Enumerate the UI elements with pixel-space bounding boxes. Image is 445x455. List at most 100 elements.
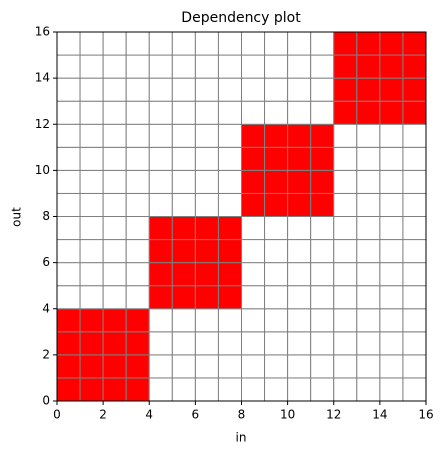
cell <box>356 31 381 56</box>
cell <box>402 169 427 194</box>
cell <box>287 123 312 148</box>
cell <box>217 123 242 148</box>
cell <box>264 169 289 194</box>
cell <box>148 308 173 333</box>
cell <box>79 169 104 194</box>
cell <box>148 216 173 241</box>
cell <box>217 239 242 264</box>
cell <box>79 239 104 264</box>
cell <box>56 77 81 102</box>
cell <box>217 285 242 310</box>
cell <box>287 331 312 356</box>
cell <box>148 169 173 194</box>
cell <box>287 31 312 56</box>
cell <box>125 169 150 194</box>
y-tick-label: 6 <box>42 255 50 269</box>
cell <box>333 262 358 287</box>
cell <box>241 169 266 194</box>
x-tick-label: 2 <box>99 408 107 422</box>
cell <box>264 123 289 148</box>
cell <box>56 123 81 148</box>
cell <box>79 262 104 287</box>
cell <box>402 100 427 125</box>
cell <box>171 285 196 310</box>
cell <box>379 331 404 356</box>
cell <box>333 169 358 194</box>
y-axis-label: out <box>10 207 24 227</box>
cell <box>194 377 219 402</box>
cell <box>402 192 427 217</box>
x-tick-label: 0 <box>53 408 61 422</box>
cell <box>264 192 289 217</box>
cell <box>56 216 81 241</box>
x-tick-label: 12 <box>326 408 341 422</box>
cell <box>148 123 173 148</box>
cell <box>402 77 427 102</box>
y-tick-label: 8 <box>42 209 50 223</box>
cell <box>356 239 381 264</box>
cell <box>102 377 127 402</box>
cell <box>217 377 242 402</box>
cell <box>402 239 427 264</box>
cell <box>287 216 312 241</box>
cell <box>79 192 104 217</box>
cell <box>264 262 289 287</box>
cell <box>379 100 404 125</box>
cell <box>241 239 266 264</box>
cell <box>171 192 196 217</box>
cell <box>402 308 427 333</box>
cell <box>56 331 81 356</box>
cell <box>79 331 104 356</box>
x-tick-label: 6 <box>192 408 200 422</box>
cell <box>56 169 81 194</box>
cell <box>287 354 312 379</box>
cell <box>217 100 242 125</box>
cell <box>310 216 335 241</box>
cell <box>356 262 381 287</box>
cell <box>217 146 242 171</box>
cell <box>125 123 150 148</box>
cell <box>356 308 381 333</box>
cell <box>402 285 427 310</box>
cell <box>241 77 266 102</box>
cell <box>402 123 427 148</box>
cell <box>102 239 127 264</box>
cell <box>356 192 381 217</box>
cell <box>194 239 219 264</box>
cell <box>125 239 150 264</box>
cell <box>356 285 381 310</box>
cell <box>310 377 335 402</box>
cell <box>102 31 127 56</box>
cell <box>333 54 358 79</box>
cell <box>241 31 266 56</box>
cell <box>333 146 358 171</box>
cell <box>148 331 173 356</box>
cell <box>217 31 242 56</box>
cell <box>194 100 219 125</box>
cell <box>264 54 289 79</box>
y-tick-label: 2 <box>42 347 50 361</box>
cell <box>287 54 312 79</box>
cell <box>310 331 335 356</box>
cell <box>356 331 381 356</box>
cell <box>379 239 404 264</box>
cell <box>287 100 312 125</box>
cell <box>171 77 196 102</box>
x-tick-label: 4 <box>145 408 153 422</box>
cell <box>217 262 242 287</box>
cell <box>217 354 242 379</box>
cell <box>102 262 127 287</box>
cell <box>217 216 242 241</box>
cell <box>356 100 381 125</box>
cell <box>310 54 335 79</box>
cell <box>241 54 266 79</box>
cell <box>56 31 81 56</box>
cell <box>125 31 150 56</box>
cell <box>379 262 404 287</box>
cell <box>148 285 173 310</box>
cell <box>56 377 81 402</box>
cell <box>217 169 242 194</box>
cell <box>379 285 404 310</box>
cell <box>148 377 173 402</box>
